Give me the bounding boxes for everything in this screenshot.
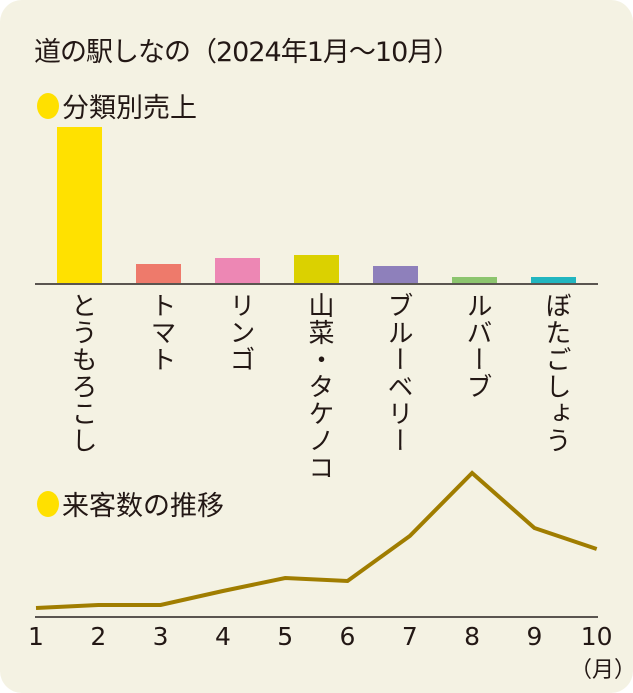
bar (452, 277, 497, 284)
x-tick-label: 1 (28, 622, 44, 651)
visitors-section-heading: 来客数の推移 (37, 484, 224, 523)
bar (294, 255, 339, 284)
x-tick-label: 3 (152, 622, 169, 651)
sales-section-heading: 分類別売上 (37, 86, 197, 125)
x-axis-unit: （月） (570, 658, 633, 683)
x-tick-label: 9 (526, 622, 543, 651)
bullet-dot-icon (37, 92, 59, 119)
bar-category-label: ブルーベリー (383, 292, 413, 454)
x-tick-label: 7 (401, 622, 418, 651)
x-tick-label: 6 (339, 622, 356, 651)
bar (373, 266, 418, 284)
bar-category-label: ルバーブ (462, 292, 492, 400)
bar-category-label: リンゴ (225, 292, 255, 373)
x-tick-label: 8 (464, 622, 481, 651)
x-tick-label: 2 (90, 622, 107, 651)
bar (215, 258, 260, 284)
bar-category-label: トマト (146, 292, 176, 373)
bar-category-label: ぼたごしょう (541, 292, 571, 454)
page-title: 道の駅しなの（2024年1月〜10月） (34, 37, 460, 68)
bar-chart (57, 127, 576, 284)
bar-category-label: 山菜・タケノコ (304, 292, 334, 481)
visitors-heading-text: 来客数の推移 (62, 491, 224, 522)
x-tick-label: 5 (277, 622, 294, 651)
bar (531, 277, 576, 284)
bar (136, 264, 181, 284)
bullet-dot-icon (37, 490, 59, 517)
sales-heading-text: 分類別売上 (62, 93, 197, 124)
visitor-trend-line (35, 470, 598, 610)
x-tick-label: 4 (214, 622, 231, 651)
bar-category-label: とうもろこし (67, 292, 97, 454)
bar (57, 127, 102, 284)
x-tick-label: 10 (580, 622, 613, 651)
